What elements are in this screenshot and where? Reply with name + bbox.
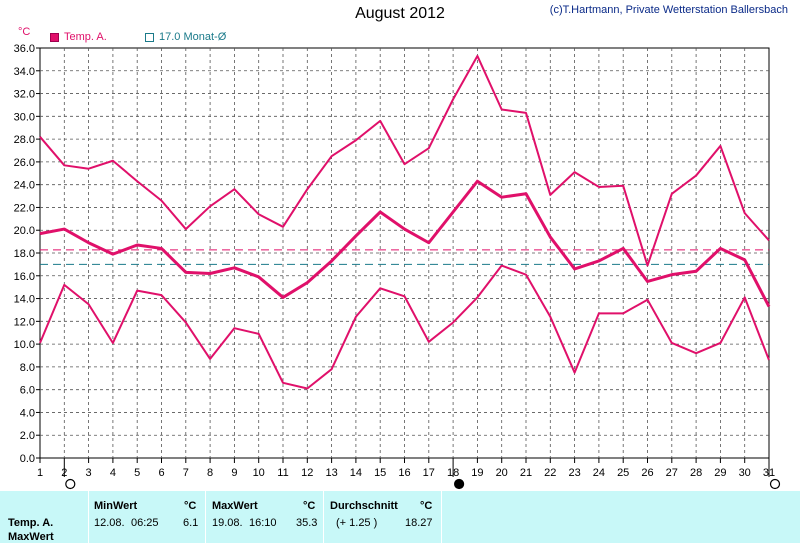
chart-title: August 2012 xyxy=(355,5,445,22)
x-tick-label: 11 xyxy=(277,467,288,479)
summary-table: Temp. A. MaxWert MinWert °C 12.08. 06:25… xyxy=(0,491,800,543)
x-tick-label: 25 xyxy=(617,467,629,479)
y-tick-label: 22.0 xyxy=(14,202,35,214)
table-divider xyxy=(323,491,324,543)
y-tick-label: 0.0 xyxy=(20,453,35,465)
avg-header: Durchschnitt xyxy=(330,500,398,512)
min-unit: °C xyxy=(184,500,197,512)
y-tick-label: 10.0 xyxy=(14,339,35,351)
y-tick-label: 34.0 xyxy=(14,66,35,78)
new-moon-icon xyxy=(454,478,465,490)
min-header: MinWert xyxy=(94,500,138,512)
max-time: 16:10 xyxy=(249,517,277,529)
x-tick-label: 24 xyxy=(593,467,605,479)
x-tick-label: 21 xyxy=(520,467,532,479)
x-tick-label: 28 xyxy=(690,467,702,479)
x-tick-label: 29 xyxy=(714,467,726,479)
x-tick-label: 12 xyxy=(301,467,313,479)
legend-label-temp: Temp. A. xyxy=(64,31,107,43)
x-tick-label: 20 xyxy=(496,467,508,479)
x-tick-label: 14 xyxy=(350,467,362,479)
x-tick-label: 1 xyxy=(37,467,43,479)
y-tick-label: 12.0 xyxy=(14,316,35,328)
y-tick-label: 6.0 xyxy=(20,385,35,397)
series-line-avg xyxy=(39,179,771,308)
x-tick-label: 8 xyxy=(207,467,213,479)
y-tick-label: 36.0 xyxy=(14,43,35,55)
x-tick-label: 27 xyxy=(666,467,678,479)
x-tick-label: 4 xyxy=(110,467,116,479)
x-tick-label: 30 xyxy=(739,467,751,479)
y-tick-label: 4.0 xyxy=(20,407,35,419)
min-date: 12.08. xyxy=(94,517,125,529)
y-axis-unit: °C xyxy=(18,26,31,38)
y-tick-label: 30.0 xyxy=(14,111,35,123)
max-header: MaxWert xyxy=(212,500,258,512)
min-time: 06:25 xyxy=(131,517,159,529)
x-tick-label: 16 xyxy=(398,467,410,479)
full-moon-icon xyxy=(65,478,76,490)
y-tick-label: 20.0 xyxy=(14,225,35,237)
x-tick-label: 5 xyxy=(134,467,140,479)
table-divider xyxy=(441,491,442,543)
legend-item-temp: Temp. A. xyxy=(50,31,107,43)
y-tick-label: 26.0 xyxy=(14,157,35,169)
y-tick-label: 28.0 xyxy=(14,134,35,146)
series-line-min xyxy=(39,264,770,390)
row-label-temp: Temp. A. xyxy=(8,517,54,529)
avg-delta: (+ 1.25 ) xyxy=(336,517,378,529)
y-tick-label: 32.0 xyxy=(14,89,35,101)
copyright-text: (c)T.Hartmann, Private Wetterstation Bal… xyxy=(549,4,788,16)
x-tick-label: 10 xyxy=(253,467,265,479)
y-tick-label: 18.0 xyxy=(14,248,35,260)
table-divider xyxy=(88,491,89,543)
x-tick-label: 6 xyxy=(158,467,164,479)
legend-item-month-avg: 17.0 Monat-Ø xyxy=(145,31,226,43)
series-line-max xyxy=(39,54,770,267)
legend-label-month-avg: 17.0 Monat-Ø xyxy=(159,31,227,43)
chart: 0.0 2.0 4.0 6.0 8.0 10.0 12.0 14.0 16.0 18.0 20.0 2… xyxy=(14,43,781,490)
full-moon-icon xyxy=(769,478,781,490)
y-tick-label: 8.0 xyxy=(20,362,35,374)
x-tick-label: 22 xyxy=(544,467,556,479)
x-tick-label: 7 xyxy=(183,467,189,479)
legend-swatch-month-avg xyxy=(145,32,154,42)
avg-value: 18.27 xyxy=(405,517,433,529)
x-tick-label: 13 xyxy=(325,467,337,479)
y-tick-label: 16.0 xyxy=(14,271,35,283)
x-tick-label: 3 xyxy=(86,467,92,479)
avg-unit: °C xyxy=(420,500,433,512)
max-value: 35.3 xyxy=(296,517,318,529)
x-tick-label: 19 xyxy=(471,467,483,479)
legend-swatch-temp xyxy=(50,32,59,42)
max-unit: °C xyxy=(303,500,316,512)
y-tick-label: 24.0 xyxy=(14,180,35,192)
min-value: 6.1 xyxy=(183,517,199,529)
x-tick-label: 23 xyxy=(568,467,580,479)
row-label-maxwert: MaxWert xyxy=(8,531,54,543)
y-tick-label: 2.0 xyxy=(20,430,35,442)
x-tick-label: 26 xyxy=(641,467,653,479)
x-tick-label: 9 xyxy=(231,467,237,479)
max-date: 19.08. xyxy=(212,517,243,529)
x-tick-label: 17 xyxy=(423,467,435,479)
y-tick-label: 14.0 xyxy=(14,294,35,306)
x-tick-label: 15 xyxy=(374,467,386,479)
table-divider xyxy=(205,491,206,543)
